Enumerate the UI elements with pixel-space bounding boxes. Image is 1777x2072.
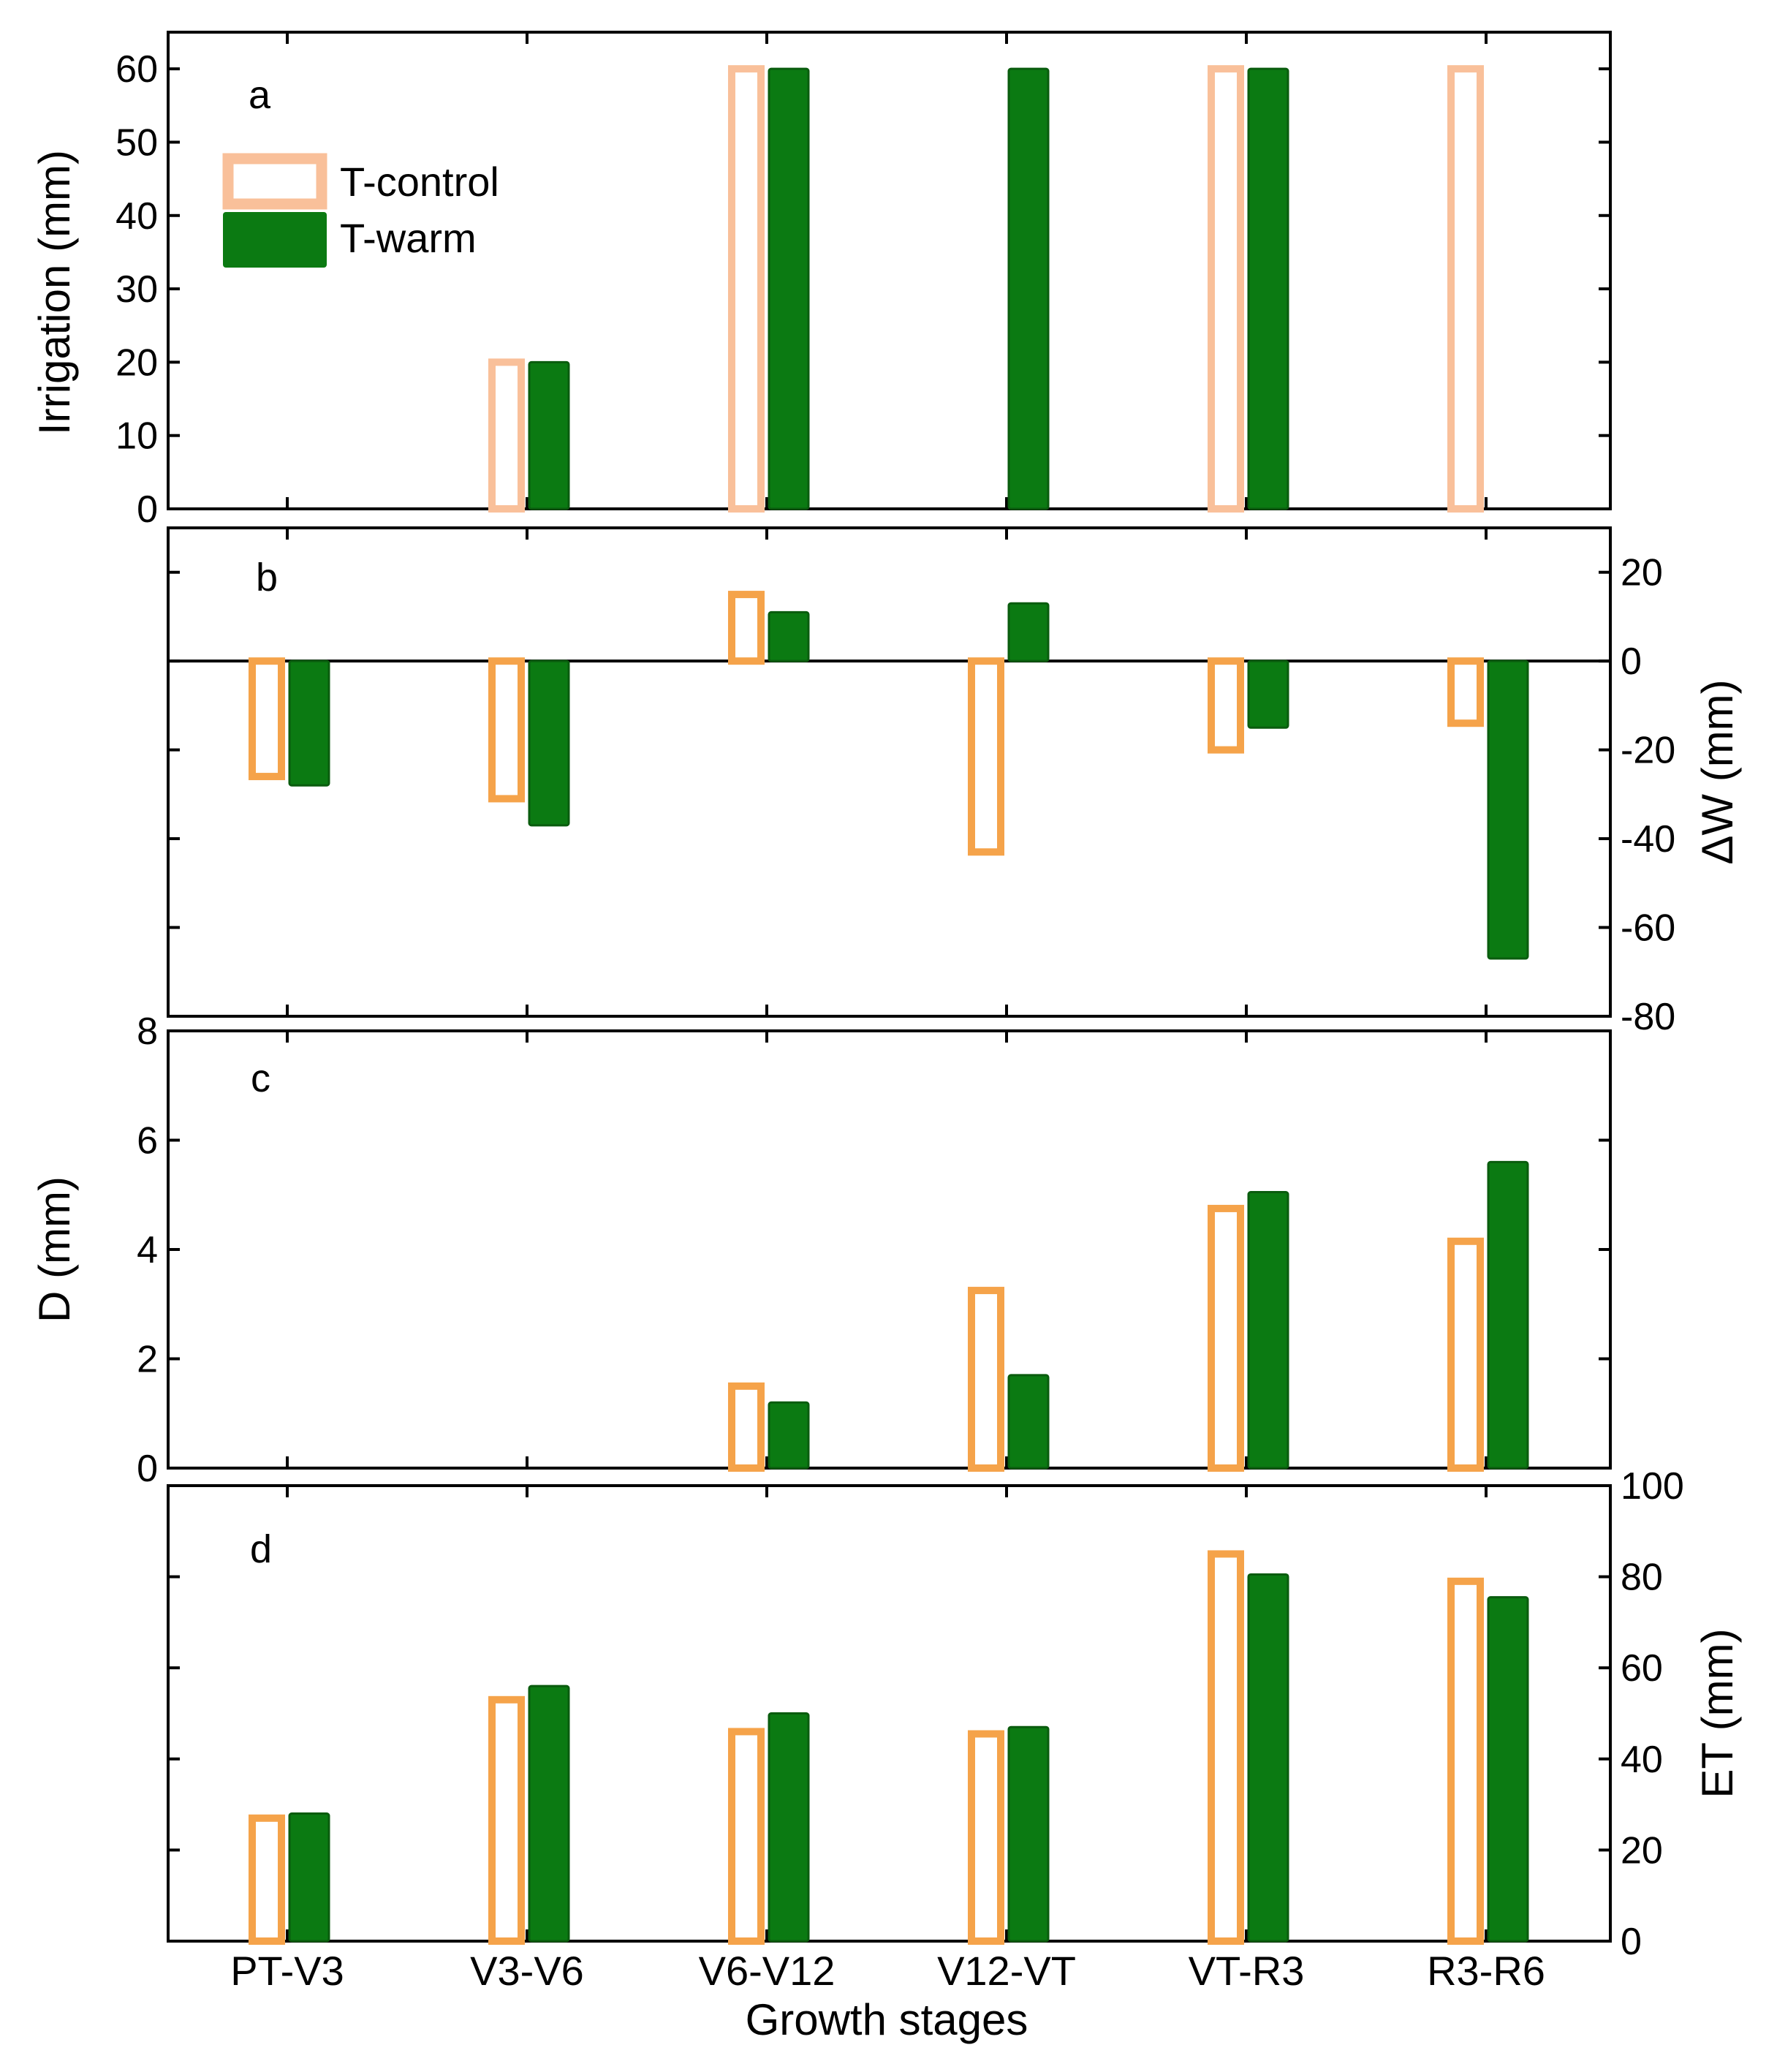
panel-b-y-tick-label: -60: [1621, 907, 1675, 950]
panel-a-y-axis-title: Irrigation (mm): [30, 150, 79, 435]
bar-t-warm-a-1: [528, 360, 570, 510]
panel-a: 0 10 20 30 40 50 60 Irrigation (mm) a: [30, 31, 1612, 531]
legend: T-control T-warm: [222, 153, 499, 268]
bar-t-warm-c-4: [1247, 1191, 1289, 1470]
panel-c: 0 2 4 6 8 D (mm) c: [30, 1010, 1612, 1490]
x-tick-label-v6-v12: V6-V12: [699, 1948, 836, 1994]
bar-t-warm-b-3: [1007, 602, 1050, 662]
panel-c-y-tick-label: 2: [137, 1339, 158, 1381]
panel-a-y-tick-label: 50: [115, 121, 158, 164]
panel-a-y-tick-label: 40: [115, 195, 158, 238]
x-tick-label-vt-r3: VT-R3: [1189, 1948, 1305, 1994]
bar-t-control-d-3: [968, 1730, 1004, 1945]
bar-t-control-b-1: [488, 657, 525, 803]
bar-t-warm-d-3: [1007, 1725, 1050, 1943]
panel-d-y-tick-label: 0: [1621, 1921, 1642, 1963]
panel-b-y-axis-title: ΔW (mm): [1693, 679, 1742, 864]
panel-a-y-tick-label: 10: [115, 415, 158, 458]
panel-c-y-tick-label: 4: [137, 1229, 158, 1271]
panel-d: 0 20 40 60 80 100 ET (mm) d: [167, 1465, 1742, 1963]
legend-label-t-warm: T-warm: [340, 215, 477, 261]
bar-t-warm-d-0: [288, 1812, 330, 1943]
panel-b-y-tick-label: -80: [1621, 996, 1675, 1038]
bar-t-control-a-2: [728, 65, 765, 513]
panel-c-y-tick-label: 0: [137, 1448, 158, 1490]
bar-t-control-d-2: [728, 1728, 765, 1945]
panel-b-frame: [167, 526, 1612, 1018]
panel-c-y-axis-title: D (mm): [30, 1176, 79, 1323]
panel-b-y-tick-label: 20: [1621, 552, 1663, 594]
legend-swatch-t-warm: [223, 212, 327, 268]
bar-t-control-b-3: [968, 657, 1004, 856]
bar-t-warm-b-4: [1247, 659, 1289, 729]
x-tick-label-v12-vt: V12-VT: [937, 1948, 1076, 1994]
bar-t-control-b-2: [728, 591, 765, 665]
bar-t-control-c-2: [728, 1382, 765, 1472]
panel-b: -80 -60 -40 -20 0 20 ΔW (mm) b: [167, 526, 1742, 1038]
bar-t-warm-a-4: [1247, 67, 1289, 510]
bar-t-control-d-0: [249, 1814, 285, 1946]
panel-c-y-tick-label: 6: [137, 1120, 158, 1162]
bar-t-warm-d-4: [1247, 1573, 1289, 1943]
bar-t-control-b-4: [1208, 657, 1244, 754]
panel-b-y-tick-label: 0: [1621, 640, 1642, 683]
bar-t-control-b-5: [1447, 657, 1484, 727]
panel-b-letter: b: [256, 556, 278, 600]
bar-t-warm-b-5: [1487, 659, 1529, 960]
legend-swatch-t-control: [222, 153, 327, 210]
bar-t-control-c-4: [1208, 1204, 1244, 1472]
panel-b-y-tick-label: -40: [1621, 818, 1675, 861]
bar-t-warm-c-2: [768, 1401, 810, 1470]
panel-d-y-tick-label: 80: [1621, 1557, 1663, 1599]
bar-t-control-a-5: [1447, 65, 1484, 513]
x-axis-labels: PT-V3 V3-V6 V6-V12 V12-VT VT-R3 R3-R6 Gr…: [230, 1948, 1545, 2044]
bar-t-warm-d-2: [768, 1712, 810, 1943]
panel-d-y-axis-title: ET (mm): [1693, 1628, 1742, 1798]
bar-t-warm-c-3: [1007, 1374, 1050, 1470]
panel-d-y-tick-label: 100: [1621, 1465, 1684, 1508]
bar-t-control-a-1: [488, 358, 525, 513]
panel-d-letter: d: [250, 1527, 272, 1571]
panel-c-letter: c: [251, 1056, 270, 1100]
bar-t-control-a-4: [1208, 65, 1244, 513]
bar-t-control-c-3: [968, 1287, 1004, 1472]
x-tick-label-r3-r6: R3-R6: [1427, 1948, 1545, 1994]
panel-a-y-tick-label: 60: [115, 48, 158, 91]
bar-t-warm-b-0: [288, 659, 330, 787]
legend-label-t-control: T-control: [340, 159, 499, 205]
bar-t-control-d-1: [488, 1695, 525, 1946]
bar-t-control-b-0: [249, 657, 285, 781]
x-axis-title: Growth stages: [746, 1995, 1028, 2044]
bar-t-warm-b-1: [528, 659, 570, 827]
panel-d-y-tick-label: 60: [1621, 1647, 1663, 1690]
bar-t-control-d-4: [1208, 1550, 1244, 1945]
bar-t-warm-b-2: [768, 610, 810, 662]
panel-a-y-tick-label: 30: [115, 268, 158, 311]
panel-d-frame: [167, 1484, 1612, 1943]
panel-a-y-tick-label: 20: [115, 341, 158, 384]
panel-b-y-tick-label: -20: [1621, 730, 1675, 772]
panel-a-y-tick-label: 0: [137, 488, 158, 531]
panel-a-letter: a: [249, 73, 271, 117]
x-tick-label-v3-v6: V3-V6: [470, 1948, 584, 1994]
panel-c-y-tick-label: 8: [137, 1010, 158, 1053]
panel-d-y-tick-label: 40: [1621, 1739, 1663, 1781]
bar-t-warm-a-3: [1007, 67, 1050, 510]
bar-t-control-c-5: [1447, 1237, 1484, 1472]
bar-t-control-d-5: [1447, 1577, 1484, 1946]
bar-t-warm-a-2: [768, 67, 810, 510]
bar-t-warm-d-1: [528, 1685, 570, 1943]
panel-a-frame: [167, 31, 1612, 510]
bar-t-warm-d-5: [1487, 1596, 1529, 1943]
bar-t-warm-c-5: [1487, 1160, 1529, 1470]
x-tick-label-pt-v3: PT-V3: [230, 1948, 344, 1994]
panel-d-y-tick-label: 20: [1621, 1829, 1663, 1872]
